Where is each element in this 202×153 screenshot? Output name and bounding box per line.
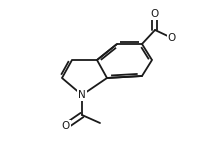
Text: O: O [150,9,158,19]
Text: N: N [78,90,85,100]
Text: O: O [62,121,70,131]
Text: O: O [167,33,175,43]
